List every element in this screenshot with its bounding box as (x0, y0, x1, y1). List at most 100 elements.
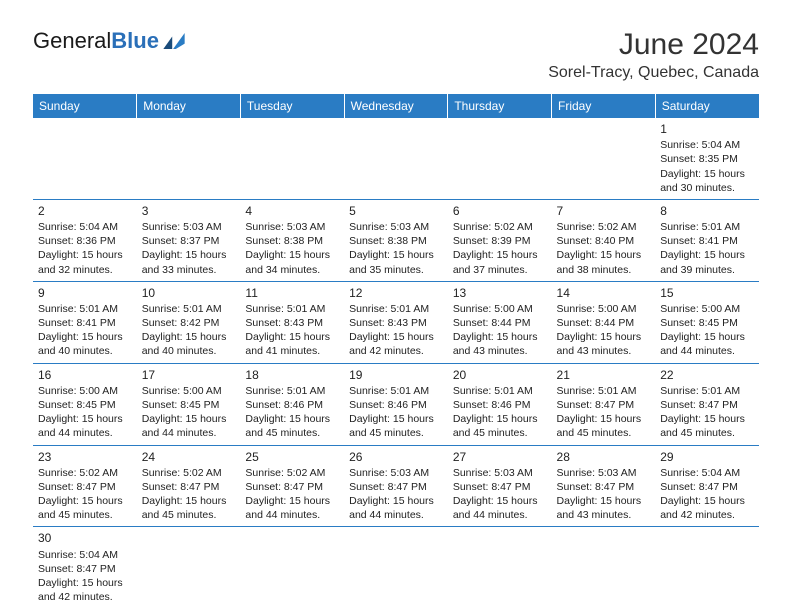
empty-cell (137, 527, 241, 608)
day-cell: 10Sunrise: 5:01 AMSunset: 8:42 PMDayligh… (137, 281, 241, 363)
day-cell: 17Sunrise: 5:00 AMSunset: 8:45 PMDayligh… (137, 363, 241, 445)
calendar-row: 16Sunrise: 5:00 AMSunset: 8:45 PMDayligh… (33, 363, 759, 445)
day-number: 5 (349, 203, 443, 219)
day-number: 3 (142, 203, 236, 219)
daylight-line-2: and 37 minutes. (453, 263, 547, 277)
day-cell: 23Sunrise: 5:02 AMSunset: 8:47 PMDayligh… (33, 445, 137, 527)
sunrise-line: Sunrise: 5:04 AM (38, 548, 132, 562)
day-cell: 19Sunrise: 5:01 AMSunset: 8:46 PMDayligh… (344, 363, 448, 445)
weekday-header: Sunday (33, 94, 137, 118)
sunrise-line: Sunrise: 5:03 AM (349, 220, 443, 234)
empty-cell (137, 118, 241, 199)
daylight-line: Daylight: 15 hours (557, 494, 651, 508)
sunrise-line: Sunrise: 5:02 AM (38, 466, 132, 480)
empty-cell (344, 118, 448, 199)
daylight-line-2: and 43 minutes. (557, 508, 651, 522)
day-number: 7 (557, 203, 651, 219)
daylight-line: Daylight: 15 hours (245, 330, 339, 344)
daylight-line-2: and 38 minutes. (557, 263, 651, 277)
day-number: 24 (142, 449, 236, 465)
day-number: 30 (38, 530, 132, 546)
sunrise-line: Sunrise: 5:00 AM (453, 302, 547, 316)
sunrise-line: Sunrise: 5:01 AM (557, 384, 651, 398)
day-number: 21 (557, 367, 651, 383)
sunrise-line: Sunrise: 5:03 AM (557, 466, 651, 480)
sunrise-line: Sunrise: 5:01 AM (660, 220, 754, 234)
daylight-line-2: and 45 minutes. (660, 426, 754, 440)
daylight-line-2: and 44 minutes. (245, 508, 339, 522)
day-number: 27 (453, 449, 547, 465)
sunrise-line: Sunrise: 5:01 AM (245, 302, 339, 316)
daylight-line: Daylight: 15 hours (142, 248, 236, 262)
daylight-line: Daylight: 15 hours (557, 248, 651, 262)
day-number: 12 (349, 285, 443, 301)
daylight-line-2: and 42 minutes. (660, 508, 754, 522)
day-cell: 21Sunrise: 5:01 AMSunset: 8:47 PMDayligh… (552, 363, 656, 445)
calendar-body: 1Sunrise: 5:04 AMSunset: 8:35 PMDaylight… (33, 118, 759, 608)
sunset-line: Sunset: 8:45 PM (660, 316, 754, 330)
daylight-line: Daylight: 15 hours (557, 330, 651, 344)
brand-logo: GeneralBlue (33, 28, 185, 54)
day-number: 14 (557, 285, 651, 301)
day-cell: 1Sunrise: 5:04 AMSunset: 8:35 PMDaylight… (655, 118, 759, 199)
daylight-line-2: and 44 minutes. (349, 508, 443, 522)
weekday-header: Wednesday (344, 94, 448, 118)
daylight-line-2: and 44 minutes. (38, 426, 132, 440)
sunrise-line: Sunrise: 5:02 AM (245, 466, 339, 480)
day-cell: 27Sunrise: 5:03 AMSunset: 8:47 PMDayligh… (448, 445, 552, 527)
day-number: 4 (245, 203, 339, 219)
daylight-line: Daylight: 15 hours (38, 494, 132, 508)
day-number: 15 (660, 285, 754, 301)
day-cell: 7Sunrise: 5:02 AMSunset: 8:40 PMDaylight… (552, 199, 656, 281)
daylight-line: Daylight: 15 hours (453, 248, 547, 262)
sunrise-line: Sunrise: 5:04 AM (38, 220, 132, 234)
sunset-line: Sunset: 8:47 PM (38, 562, 132, 576)
daylight-line: Daylight: 15 hours (142, 494, 236, 508)
daylight-line-2: and 40 minutes. (38, 344, 132, 358)
daylight-line: Daylight: 15 hours (349, 494, 443, 508)
empty-cell (33, 118, 137, 199)
daylight-line-2: and 39 minutes. (660, 263, 754, 277)
sunset-line: Sunset: 8:38 PM (245, 234, 339, 248)
sunrise-line: Sunrise: 5:02 AM (453, 220, 547, 234)
daylight-line-2: and 44 minutes. (453, 508, 547, 522)
daylight-line-2: and 40 minutes. (142, 344, 236, 358)
sunrise-line: Sunrise: 5:03 AM (349, 466, 443, 480)
sunset-line: Sunset: 8:47 PM (245, 480, 339, 494)
daylight-line: Daylight: 15 hours (660, 167, 754, 181)
sunset-line: Sunset: 8:47 PM (660, 480, 754, 494)
sunrise-line: Sunrise: 5:00 AM (557, 302, 651, 316)
daylight-line-2: and 45 minutes. (38, 508, 132, 522)
sunrise-line: Sunrise: 5:01 AM (349, 302, 443, 316)
daylight-line-2: and 30 minutes. (660, 181, 754, 195)
weekday-row: SundayMondayTuesdayWednesdayThursdayFrid… (33, 94, 759, 118)
empty-cell (655, 527, 759, 608)
daylight-line: Daylight: 15 hours (349, 330, 443, 344)
day-number: 28 (557, 449, 651, 465)
day-cell: 16Sunrise: 5:00 AMSunset: 8:45 PMDayligh… (33, 363, 137, 445)
sunrise-line: Sunrise: 5:01 AM (349, 384, 443, 398)
sunset-line: Sunset: 8:41 PM (38, 316, 132, 330)
month-title: June 2024 (548, 28, 759, 62)
daylight-line: Daylight: 15 hours (453, 494, 547, 508)
sunset-line: Sunset: 8:45 PM (38, 398, 132, 412)
calendar-row: 23Sunrise: 5:02 AMSunset: 8:47 PMDayligh… (33, 445, 759, 527)
daylight-line: Daylight: 15 hours (660, 248, 754, 262)
empty-cell (448, 527, 552, 608)
sunset-line: Sunset: 8:47 PM (38, 480, 132, 494)
sunrise-line: Sunrise: 5:00 AM (660, 302, 754, 316)
empty-cell (552, 118, 656, 199)
sunset-line: Sunset: 8:42 PM (142, 316, 236, 330)
daylight-line-2: and 44 minutes. (142, 426, 236, 440)
day-number: 17 (142, 367, 236, 383)
day-number: 29 (660, 449, 754, 465)
day-cell: 6Sunrise: 5:02 AMSunset: 8:39 PMDaylight… (448, 199, 552, 281)
sunset-line: Sunset: 8:44 PM (453, 316, 547, 330)
day-cell: 30Sunrise: 5:04 AMSunset: 8:47 PMDayligh… (33, 527, 137, 608)
daylight-line-2: and 42 minutes. (38, 590, 132, 604)
sunset-line: Sunset: 8:45 PM (142, 398, 236, 412)
empty-cell (552, 527, 656, 608)
day-cell: 13Sunrise: 5:00 AMSunset: 8:44 PMDayligh… (448, 281, 552, 363)
day-number: 25 (245, 449, 339, 465)
empty-cell (240, 118, 344, 199)
